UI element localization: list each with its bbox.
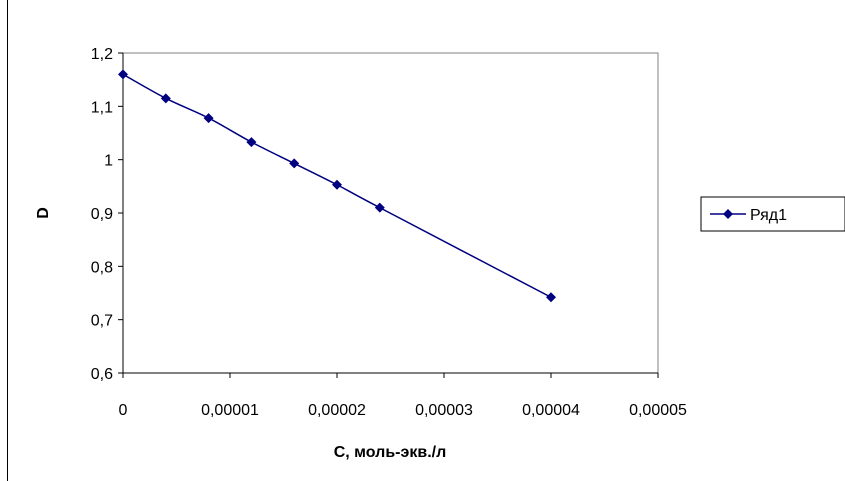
data-point bbox=[289, 158, 300, 169]
y-tick-label: 0,7 bbox=[91, 313, 113, 330]
y-tick-label: 0,6 bbox=[91, 366, 113, 383]
x-axis: 0 0,00001 0,00002 0,00003 0,00004 0,00005 bbox=[119, 372, 687, 419]
y-axis-title: D bbox=[35, 207, 52, 219]
legend: Ряд1 bbox=[700, 196, 845, 232]
y-tick-label: 1,2 bbox=[91, 46, 113, 63]
x-tick-label: 0,00003 bbox=[415, 402, 473, 419]
series-layer bbox=[118, 69, 556, 303]
x-tick-label: 0 bbox=[119, 402, 128, 419]
legend-marker bbox=[723, 209, 733, 219]
data-point bbox=[118, 69, 128, 80]
data-point bbox=[160, 93, 171, 104]
x-tick-label: 0,00004 bbox=[522, 402, 580, 419]
y-tick-label: 0,9 bbox=[91, 206, 113, 223]
y-tick-label: 1 bbox=[104, 153, 113, 170]
data-point bbox=[546, 292, 556, 303]
data-point bbox=[332, 179, 342, 190]
data-point bbox=[374, 202, 385, 213]
data-point bbox=[246, 137, 257, 148]
chart-frame-line bbox=[7, 0, 8, 481]
y-tick-label: 1,1 bbox=[91, 99, 113, 116]
x-axis-title: C, моль-экв./л bbox=[334, 444, 447, 461]
y-axis: 0,6 0,7 0,8 0,9 1 1,1 1,2 bbox=[91, 46, 124, 383]
legend-label: Ряд1 bbox=[750, 207, 787, 224]
x-tick-label: 0,00002 bbox=[308, 402, 366, 419]
data-point bbox=[203, 113, 214, 124]
y-tick-label: 0,8 bbox=[91, 259, 113, 276]
x-tick-label: 0,00001 bbox=[201, 402, 259, 419]
x-tick-label: 0,00005 bbox=[629, 402, 687, 419]
